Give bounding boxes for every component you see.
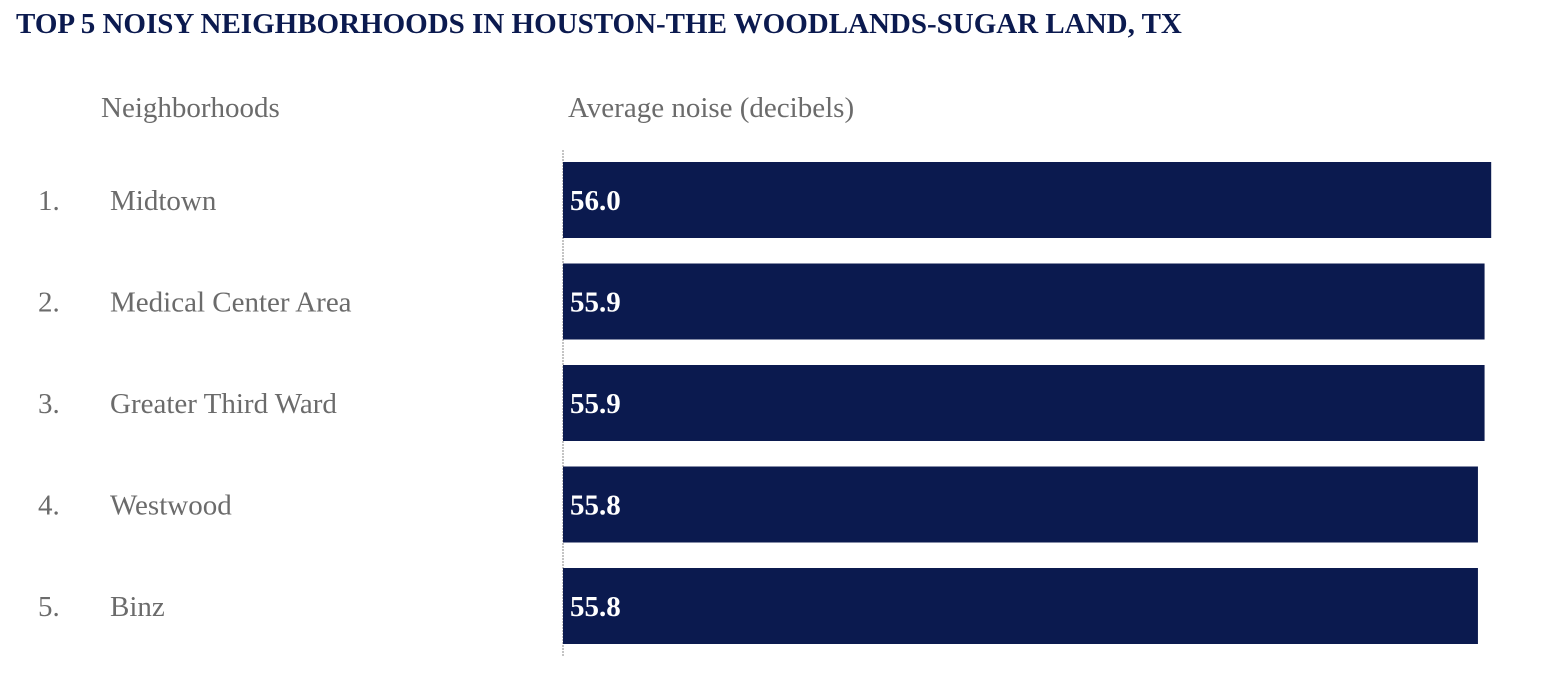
- bar-3: [563, 365, 1485, 441]
- chart-title: TOP 5 NOISY NEIGHBORHOODS IN HOUSTON-THE…: [16, 8, 1182, 40]
- category-label-2: Medical Center Area: [110, 287, 352, 319]
- noise-column-header: Average noise (decibels): [568, 92, 855, 124]
- rank-label-2: 2.: [38, 287, 60, 319]
- bar-4: [563, 466, 1478, 543]
- bars-layer: 56.0 1. Midtown 55.9 2. Medical Center Area 55…: [38, 162, 1492, 644]
- category-label-5: Binz: [110, 591, 165, 623]
- bar-1: [563, 162, 1492, 238]
- bar-2: [563, 263, 1485, 340]
- bar-value-label-4: 55.8: [570, 490, 621, 522]
- rank-label-3: 3.: [38, 388, 60, 420]
- bar-value-label-1: 56.0: [570, 185, 621, 217]
- rank-label-4: 4.: [38, 490, 60, 522]
- rank-label-5: 5.: [38, 591, 60, 623]
- bar-5: [563, 568, 1478, 644]
- neighborhoods-column-header: Neighborhoods: [101, 92, 280, 124]
- bar-value-label-2: 55.9: [570, 287, 621, 319]
- category-label-3: Greater Third Ward: [110, 388, 337, 420]
- category-label-1: Midtown: [110, 185, 217, 217]
- bar-value-label-5: 55.8: [570, 591, 621, 623]
- category-label-4: Westwood: [110, 490, 232, 522]
- rank-label-1: 1.: [38, 185, 60, 217]
- bar-value-label-3: 55.9: [570, 388, 621, 420]
